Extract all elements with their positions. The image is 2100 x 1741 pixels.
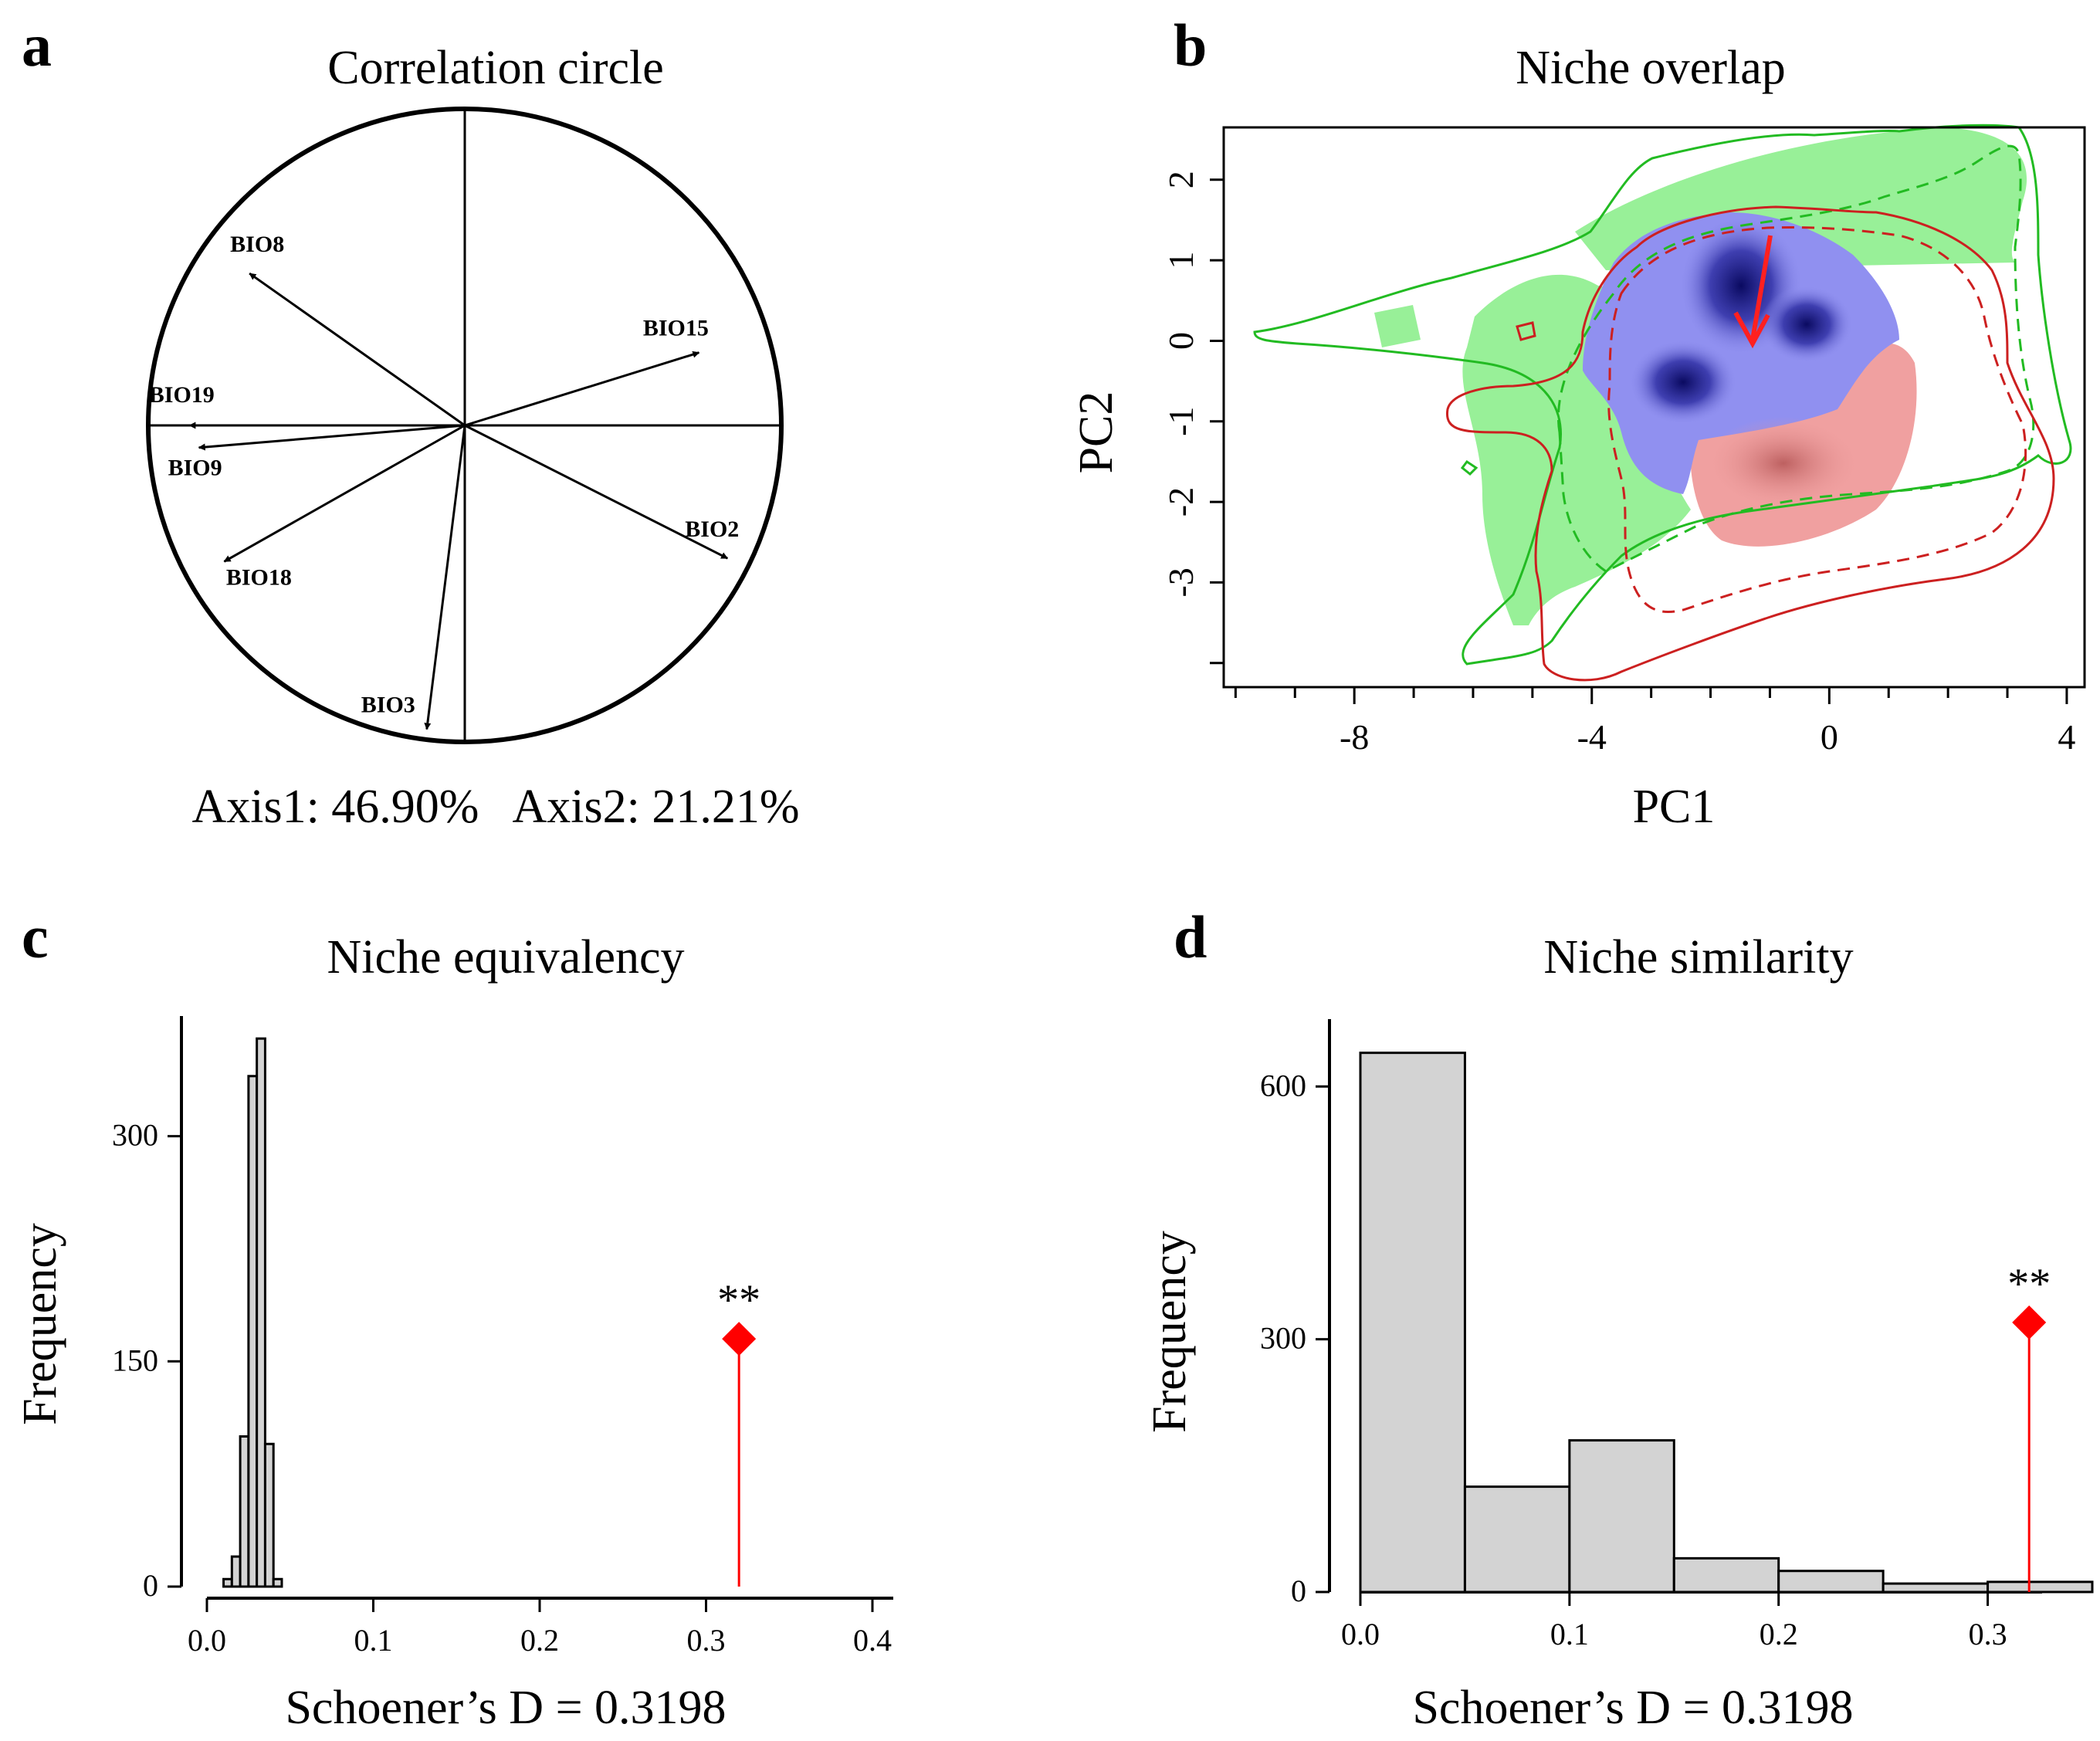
invasive-contour-islet xyxy=(1516,321,1536,341)
significance-label: ** xyxy=(2007,1260,2051,1308)
panel-c-xlabel: Schoener’s D = 0.3198 xyxy=(285,1682,726,1734)
x-tick-label: 0.2 xyxy=(520,1623,559,1658)
y-tick-label: 0 xyxy=(1161,332,1201,350)
vector-label-bio19: BIO19 xyxy=(149,382,215,408)
density-core-3 xyxy=(1760,286,1853,363)
x-tick-label: 0.4 xyxy=(853,1623,892,1658)
panel-c-ylabel: Frequency xyxy=(14,1223,66,1425)
native-contour-islet xyxy=(1460,459,1478,476)
vector-label-bio15: BIO15 xyxy=(643,316,709,341)
histogram-bar xyxy=(239,1435,250,1588)
centroid-shift-arrow xyxy=(1750,235,1773,340)
panel-b-title: Niche overlap xyxy=(1516,42,1785,94)
panel-a: a Correlation circle BIO8BIO15BIO19BIO9B… xyxy=(22,12,800,833)
y-tick-label: 150 xyxy=(112,1343,158,1377)
histogram-bar xyxy=(1777,1570,1885,1594)
panel-d-xlabel: Schoener’s D = 0.3198 xyxy=(1412,1682,1853,1734)
vector-bio9 xyxy=(198,424,466,451)
equivalency-histogram: 0 150 300 0.0 0.1 0.2 0.3 0.4 ** xyxy=(112,1016,893,1658)
panel-a-title: Correlation circle xyxy=(327,42,664,94)
histogram-bar xyxy=(230,1555,242,1588)
vector-label-bio2: BIO2 xyxy=(685,517,739,542)
panel-b: b Niche overlap -8 -4 0 4 2 1 0 -1 -2 -3 xyxy=(1070,12,2086,833)
panel-d-title: Niche similarity xyxy=(1543,931,1853,984)
vector-bio3 xyxy=(424,425,466,730)
panel-b-ylabel: PC2 xyxy=(1070,391,1123,474)
y-tick-label: 0 xyxy=(143,1568,158,1603)
vector-label-bio18: BIO18 xyxy=(226,564,292,590)
density-core-2 xyxy=(1629,340,1737,425)
panel-label-c: c xyxy=(22,903,49,970)
significance-label: ** xyxy=(717,1276,760,1324)
vector-label-bio9: BIO9 xyxy=(168,456,222,481)
x-tick-label: -8 xyxy=(1340,717,1369,757)
vector-label-bio3: BIO3 xyxy=(361,693,415,718)
histogram-bar xyxy=(222,1577,233,1588)
y-tick-label: 300 xyxy=(1260,1321,1306,1356)
panel-c-title: Niche equivalency xyxy=(327,931,684,984)
x-tick-label: 0.0 xyxy=(1341,1617,1380,1651)
y-tick-label: 600 xyxy=(1260,1068,1306,1103)
x-tick-label: -4 xyxy=(1577,717,1607,757)
x-tick-label: 0.3 xyxy=(1969,1617,2007,1651)
panel-label-b: b xyxy=(1174,12,1207,79)
y-tick-label: 1 xyxy=(1161,252,1201,269)
native-contour-inner xyxy=(1557,144,2035,573)
invasive-core xyxy=(1706,417,1861,510)
x-tick-label: 0.1 xyxy=(354,1623,393,1658)
invasive-contour-inner xyxy=(1607,226,2027,614)
x-tick-label: 0.3 xyxy=(687,1623,726,1658)
y-tick-label: 2 xyxy=(1161,171,1201,188)
similarity-histogram: 0 300 600 0.0 0.1 0.2 0.3 ** xyxy=(1260,1019,2094,1651)
histogram-bar xyxy=(1359,1052,1466,1594)
histogram-bar xyxy=(272,1577,283,1588)
histogram-bar xyxy=(263,1442,275,1588)
vector-bio15 xyxy=(464,351,700,427)
histogram-bar xyxy=(1672,1556,1780,1594)
vector-bio2 xyxy=(464,424,729,560)
y-tick-label: -3 xyxy=(1161,567,1201,597)
vector-label-bio8: BIO8 xyxy=(230,232,284,257)
histogram-bar xyxy=(1882,1582,1990,1594)
vector-bio8 xyxy=(249,272,466,427)
observed-value-marker xyxy=(722,1322,757,1357)
vector-bio18 xyxy=(223,424,466,563)
histogram-bar xyxy=(256,1037,266,1588)
centroid-shift-arrowhead xyxy=(1733,311,1770,349)
x-tick-label: 0.2 xyxy=(1760,1617,1798,1651)
x-tick-label: 0 xyxy=(1821,717,1838,757)
y-tick-label: 300 xyxy=(112,1118,158,1153)
x-tick-label: 0.0 xyxy=(188,1623,226,1658)
panel-label-a: a xyxy=(22,12,52,79)
y-tick-label: 0 xyxy=(1291,1573,1306,1608)
observed-value-marker xyxy=(2012,1305,2047,1340)
panel-label-d: d xyxy=(1174,903,1207,970)
histogram-bar xyxy=(247,1075,259,1588)
x-tick-label: 4 xyxy=(2058,717,2075,757)
niche-overlap-plot xyxy=(1253,124,2072,682)
correlation-circle: BIO8 BIO15 BIO19 BIO9 BIO2 BIO18 BIO3 xyxy=(146,107,784,744)
histogram-bar xyxy=(1463,1485,1571,1594)
histogram-bar xyxy=(1987,1580,2094,1594)
plot-frame xyxy=(1222,126,2086,689)
native-density-area-3 xyxy=(1374,305,1421,347)
axis-variance-caption: Axis1: 46.90% Axis2: 21.21% xyxy=(191,781,799,833)
x-tick-label: 0.1 xyxy=(1550,1617,1589,1651)
niche-overlap-axes: -8 -4 0 4 2 1 0 -1 -2 -3 xyxy=(1161,126,2086,757)
panel-b-xlabel: PC1 xyxy=(1633,781,1716,833)
histogram-bar xyxy=(1568,1439,1675,1594)
y-tick-label: -2 xyxy=(1161,487,1201,517)
panel-d-ylabel: Frequency xyxy=(1143,1231,1196,1433)
panel-d: d Niche similarity 0 300 600 0.0 0.1 0.2 0.3 **… xyxy=(1143,903,2094,1734)
y-tick-label: -1 xyxy=(1161,407,1201,436)
invasive-contour-outer xyxy=(1445,205,2055,682)
